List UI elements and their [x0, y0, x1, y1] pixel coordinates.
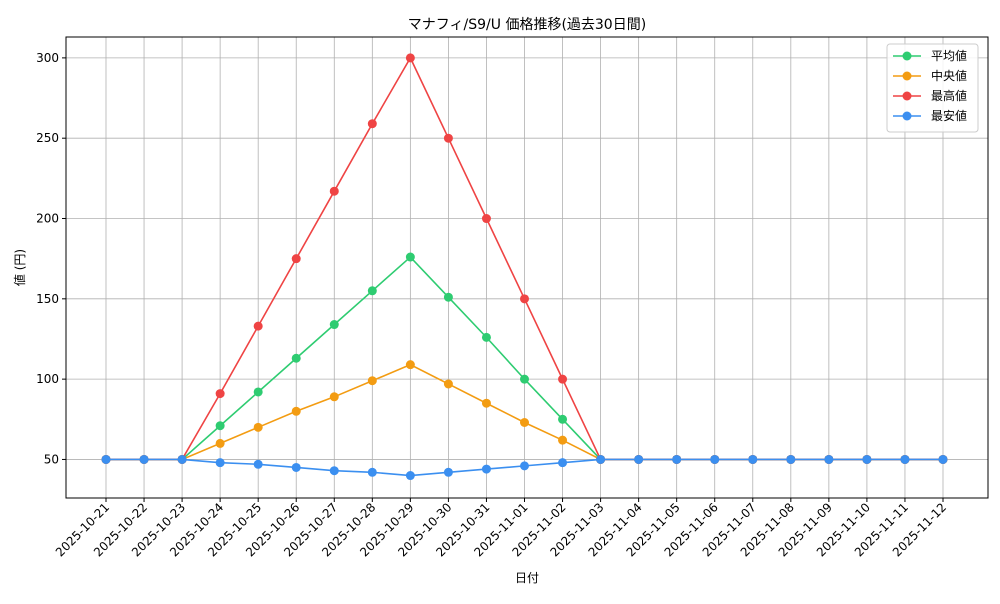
- chart-title: マナフィ/S9/U 価格推移(過去30日間): [408, 17, 646, 33]
- data-point: [177, 454, 187, 464]
- data-point: [367, 286, 377, 296]
- y-axis-label: 値 (円): [12, 249, 27, 286]
- legend-label: 最安値: [931, 108, 967, 123]
- legend-item: 中央値: [893, 68, 967, 83]
- legend-item: 最安値: [893, 108, 967, 123]
- y-tick-label: 250: [36, 131, 59, 145]
- data-point: [291, 254, 301, 264]
- data-point: [139, 454, 149, 464]
- data-point: [558, 435, 568, 445]
- legend-swatch-marker: [902, 51, 912, 61]
- data-point: [710, 454, 720, 464]
- data-point: [215, 458, 225, 468]
- legend-item: 平均値: [893, 48, 967, 63]
- data-point: [329, 392, 339, 402]
- data-point: [101, 454, 111, 464]
- data-point: [558, 414, 568, 424]
- data-point: [481, 464, 491, 474]
- legend-label: 中央値: [931, 68, 967, 83]
- data-point: [329, 186, 339, 196]
- data-point: [253, 422, 263, 432]
- data-point: [367, 119, 377, 129]
- data-point: [824, 454, 834, 464]
- legend-item: 最高値: [893, 88, 967, 103]
- data-point: [481, 332, 491, 342]
- data-point: [558, 458, 568, 468]
- y-tick-label: 150: [36, 292, 59, 306]
- data-point: [405, 360, 415, 370]
- data-point: [405, 53, 415, 63]
- data-point: [634, 454, 644, 464]
- data-point: [367, 467, 377, 477]
- data-point: [291, 462, 301, 472]
- series-layer: [101, 53, 948, 481]
- data-point: [786, 454, 796, 464]
- legend-swatch-marker: [902, 91, 912, 101]
- data-point: [672, 454, 682, 464]
- data-point: [558, 374, 568, 384]
- legend-label: 最高値: [931, 88, 967, 103]
- data-point: [215, 438, 225, 448]
- data-point: [405, 252, 415, 262]
- data-point: [443, 379, 453, 389]
- x-axis-label: 日付: [515, 571, 539, 585]
- data-point: [215, 389, 225, 399]
- data-point: [329, 466, 339, 476]
- legend-box: [886, 43, 979, 133]
- data-point: [938, 454, 948, 464]
- legend-label: 平均値: [931, 48, 967, 63]
- y-tick-label: 300: [36, 51, 59, 65]
- data-point: [748, 454, 758, 464]
- data-point: [520, 461, 529, 471]
- data-point: [481, 398, 491, 408]
- data-point: [291, 406, 301, 416]
- data-point: [443, 467, 453, 477]
- tick-layer: 2025-10-212025-10-222025-10-232025-10-24…: [36, 51, 949, 560]
- data-point: [367, 376, 377, 386]
- data-point: [253, 321, 263, 331]
- grid-layer: [66, 37, 988, 498]
- data-point: [291, 353, 301, 363]
- data-point: [596, 454, 606, 464]
- data-point: [862, 454, 872, 464]
- data-point: [520, 418, 529, 428]
- y-tick-label: 100: [36, 372, 59, 386]
- data-point: [253, 387, 263, 397]
- data-point: [443, 133, 453, 143]
- data-point: [215, 421, 225, 431]
- data-point: [900, 454, 910, 464]
- y-tick-label: 50: [44, 452, 59, 466]
- series: [101, 454, 948, 481]
- plot-frame: [65, 36, 989, 499]
- legend-swatch-marker: [902, 71, 912, 81]
- data-point: [520, 294, 529, 304]
- data-point: [253, 459, 263, 469]
- data-point: [520, 374, 529, 384]
- data-point: [481, 214, 491, 224]
- data-point: [329, 320, 339, 330]
- data-point: [443, 292, 453, 302]
- data-point: [405, 471, 415, 481]
- legend-swatch-marker: [902, 111, 912, 121]
- y-tick-label: 200: [36, 212, 59, 226]
